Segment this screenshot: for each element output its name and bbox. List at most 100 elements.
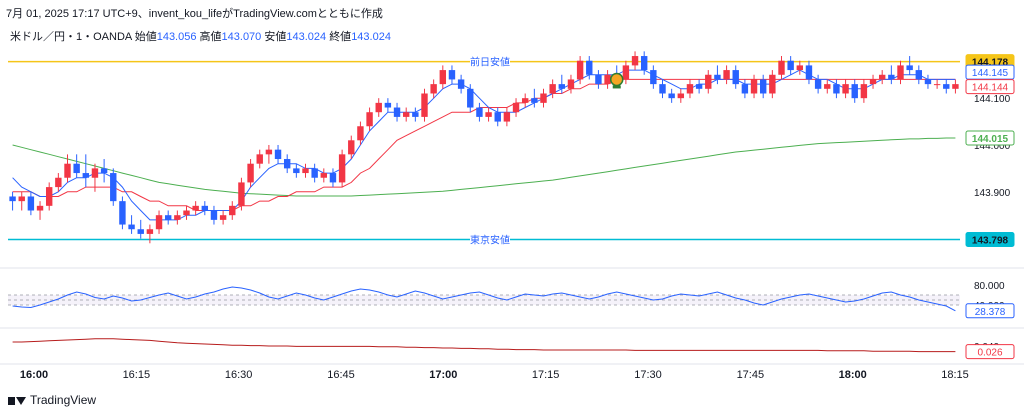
candle-body[interactable] xyxy=(714,74,721,80)
candle-body[interactable] xyxy=(833,84,840,94)
candle-body[interactable] xyxy=(659,84,666,94)
candle-body[interactable] xyxy=(219,215,227,220)
candle-body[interactable] xyxy=(494,112,501,122)
candle-body[interactable] xyxy=(705,74,712,89)
candle-body[interactable] xyxy=(769,74,776,94)
candle-body[interactable] xyxy=(384,102,392,108)
candle-body[interactable] xyxy=(943,84,950,89)
candle-body[interactable] xyxy=(110,173,117,202)
candle-body[interactable] xyxy=(668,93,675,99)
candle-body[interactable] xyxy=(338,154,346,183)
candle-body[interactable] xyxy=(531,98,538,103)
candle-body[interactable] xyxy=(421,93,428,117)
candle-body[interactable] xyxy=(878,74,886,80)
candle-body[interactable] xyxy=(814,79,822,89)
symbol-info[interactable]: 米ドル／円・1・OANDA 始値143.056 高値143.070 安値143.… xyxy=(10,28,391,44)
candle-body[interactable] xyxy=(732,70,739,85)
candle-body[interactable] xyxy=(393,107,401,117)
candle-body[interactable] xyxy=(45,187,53,206)
candle-body[interactable] xyxy=(174,215,181,220)
candle-body[interactable] xyxy=(467,88,474,108)
candle-body[interactable] xyxy=(55,177,62,188)
candle-body[interactable] xyxy=(695,84,703,89)
candle-body[interactable] xyxy=(650,70,657,85)
candle-body[interactable] xyxy=(9,196,16,202)
candle-body[interactable] xyxy=(283,159,291,169)
candle-body[interactable] xyxy=(521,98,529,103)
candle-body[interactable] xyxy=(860,84,868,99)
candle-body[interactable] xyxy=(155,215,163,230)
candle-body[interactable] xyxy=(82,173,90,178)
candle-body[interactable] xyxy=(229,205,236,216)
candle-body[interactable] xyxy=(906,65,913,71)
candle-body[interactable] xyxy=(586,60,593,75)
candle-body[interactable] xyxy=(851,84,858,99)
candle-body[interactable] xyxy=(164,215,172,220)
candle-body[interactable] xyxy=(805,65,813,80)
candle-body[interactable] xyxy=(357,126,364,141)
candle-body[interactable] xyxy=(100,168,108,174)
candle-body[interactable] xyxy=(18,196,25,202)
candle-body[interactable] xyxy=(27,196,35,211)
footer[interactable]: TradingView xyxy=(8,393,96,407)
candle-body[interactable] xyxy=(256,154,263,164)
candle-body[interactable] xyxy=(329,173,337,183)
candle-body[interactable] xyxy=(888,74,895,80)
candle-body[interactable] xyxy=(439,70,447,85)
candle-body[interactable] xyxy=(567,79,575,89)
candle-body[interactable] xyxy=(759,79,767,94)
candle-body[interactable] xyxy=(64,163,71,178)
candle-body[interactable] xyxy=(402,112,410,117)
candle-body[interactable] xyxy=(302,168,309,174)
candle-body[interactable] xyxy=(677,93,685,99)
candle-body[interactable] xyxy=(183,210,190,216)
candle-body[interactable] xyxy=(796,65,804,71)
candle-body[interactable] xyxy=(576,60,584,80)
candle-body[interactable] xyxy=(274,149,282,160)
candle-body[interactable] xyxy=(631,56,639,66)
candle-body[interactable] xyxy=(512,102,520,113)
candle-body[interactable] xyxy=(448,70,456,80)
candle-body[interactable] xyxy=(91,168,99,178)
candle-body[interactable] xyxy=(842,84,849,94)
candle-body[interactable] xyxy=(485,112,492,117)
candle-body[interactable] xyxy=(247,163,254,183)
candle-body[interactable] xyxy=(348,140,355,155)
candle-body[interactable] xyxy=(119,201,126,225)
candle-body[interactable] xyxy=(238,182,245,206)
candle-body[interactable] xyxy=(595,74,602,85)
candle-body[interactable] xyxy=(604,74,611,85)
candle-body[interactable] xyxy=(375,102,382,113)
candle-body[interactable] xyxy=(311,168,318,178)
candle-body[interactable] xyxy=(320,173,328,178)
candle-body[interactable] xyxy=(869,79,877,85)
candle-body[interactable] xyxy=(192,205,199,211)
candle-body[interactable] xyxy=(686,84,694,94)
candle-body[interactable] xyxy=(503,112,511,122)
candle-body[interactable] xyxy=(952,84,959,89)
candle-body[interactable] xyxy=(640,56,648,71)
candle-body[interactable] xyxy=(622,65,630,80)
candle-body[interactable] xyxy=(137,229,144,234)
candle-body[interactable] xyxy=(128,224,135,230)
symbol-name[interactable]: 米ドル／円・1・OANDA xyxy=(10,31,132,43)
candle-body[interactable] xyxy=(558,84,566,89)
candle-body[interactable] xyxy=(430,84,437,94)
candle-body[interactable] xyxy=(924,79,932,85)
candle-body[interactable] xyxy=(824,84,831,89)
candle-body[interactable] xyxy=(933,84,941,86)
candle-body[interactable] xyxy=(293,168,300,174)
candle-body[interactable] xyxy=(787,60,794,71)
candle-body[interactable] xyxy=(549,84,556,94)
candle-body[interactable] xyxy=(778,60,785,75)
candle-body[interactable] xyxy=(897,65,904,80)
candle-body[interactable] xyxy=(73,163,80,174)
candle-body[interactable] xyxy=(750,79,758,94)
candle-body[interactable] xyxy=(146,229,154,234)
candle-body[interactable] xyxy=(366,112,373,127)
candle-body[interactable] xyxy=(210,210,218,220)
candle-body[interactable] xyxy=(36,205,44,211)
candle-body[interactable] xyxy=(201,205,209,211)
signal-marker-icon[interactable] xyxy=(609,72,624,87)
